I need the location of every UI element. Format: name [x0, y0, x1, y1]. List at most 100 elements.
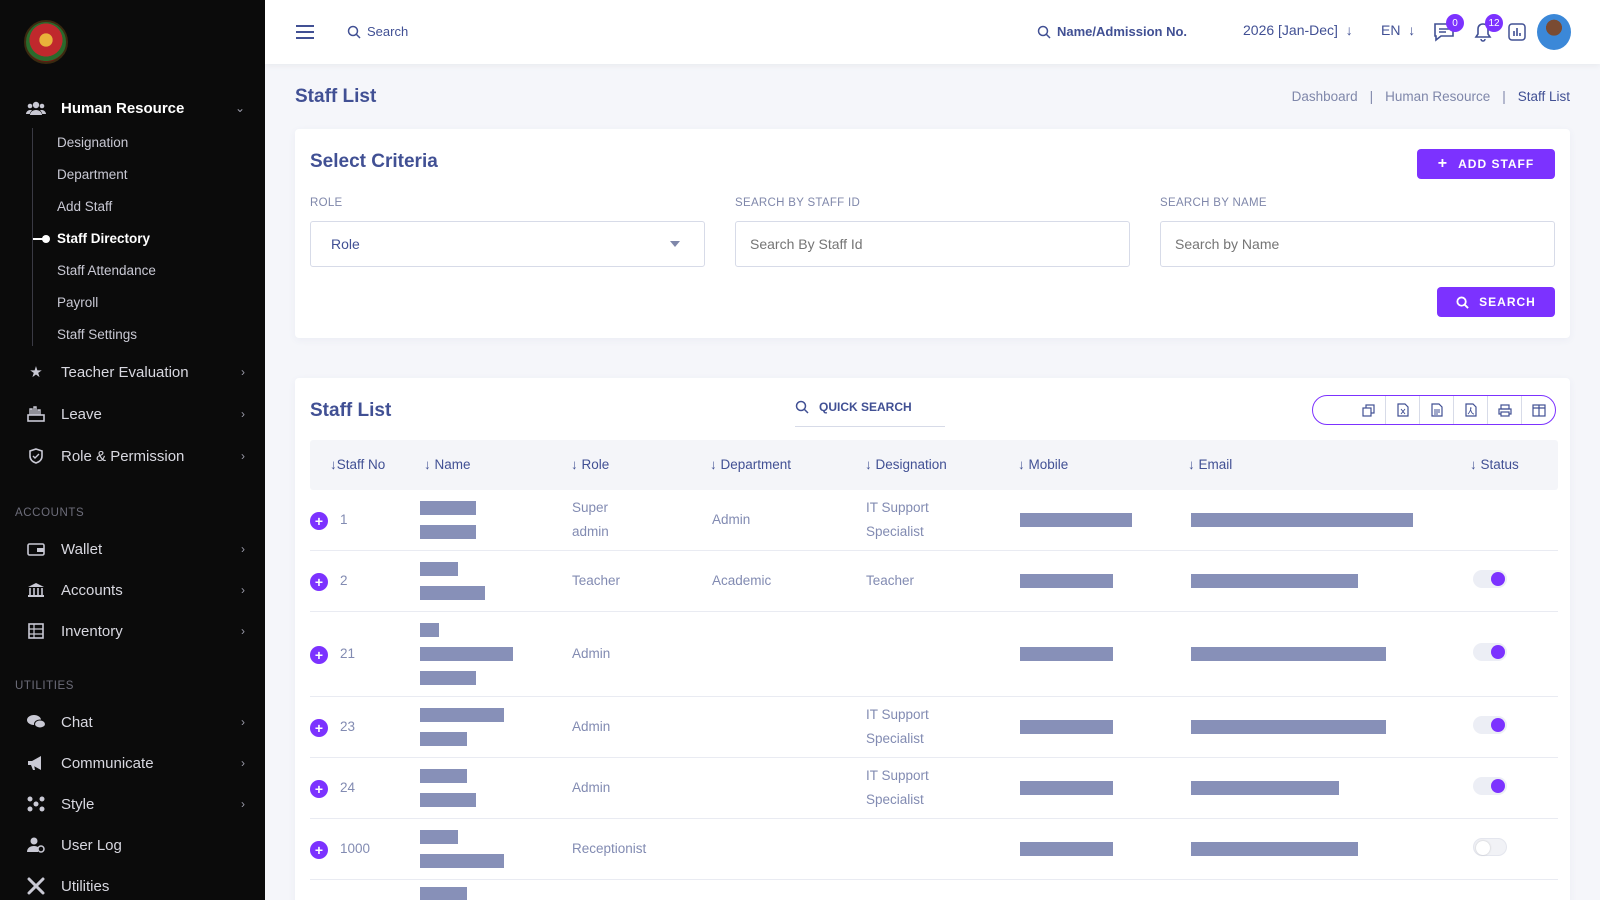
column-header-mobile[interactable]: ↓ Mobile: [1018, 457, 1069, 472]
sidebar-subitem-staff-settings[interactable]: Staff Settings: [57, 327, 138, 342]
sidebar-item-human-resource[interactable]: Human Resource ⌄: [0, 88, 265, 128]
global-search[interactable]: Search: [347, 24, 408, 39]
columns-icon: [1531, 403, 1546, 417]
shield-icon: [26, 446, 46, 466]
analytics-button[interactable]: [1505, 20, 1529, 44]
status-toggle[interactable]: [1473, 643, 1507, 661]
expand-row-button[interactable]: +: [310, 719, 328, 737]
role-cell: Teacher: [572, 573, 621, 588]
sidebar-item-accounts[interactable]: Accounts ›: [0, 570, 265, 610]
name-admission-search[interactable]: Name/Admission No.: [1037, 24, 1187, 39]
select-criteria-card: Select Criteria + ADD STAFF ROLE Role SE…: [295, 129, 1570, 338]
print-button[interactable]: [1487, 396, 1521, 424]
sidebar-subitem-designation[interactable]: Designation: [57, 135, 129, 150]
mobile-cell: [1020, 647, 1140, 671]
toggle-knob: [1491, 645, 1505, 659]
sidebar-item-style[interactable]: Style ›: [0, 784, 265, 824]
status-toggle[interactable]: [1473, 838, 1507, 856]
staff-no-cell: 1000: [340, 841, 371, 856]
school-logo[interactable]: [24, 20, 68, 64]
leave-icon: [26, 404, 46, 424]
sidebar-item-wallet[interactable]: Wallet ›: [0, 529, 265, 569]
sidebar-item-utilities[interactable]: Utilities: [0, 866, 265, 900]
sidebar-item-label: Utilities: [61, 877, 110, 895]
column-header-staff-no[interactable]: ↓Staff No: [330, 457, 386, 472]
name-label: SEARCH BY NAME: [1160, 197, 1267, 209]
academic-year-select[interactable]: 2026 [Jan-Dec] ↓: [1243, 22, 1353, 38]
sidebar-item-label: Style: [61, 795, 95, 813]
name-cell: [420, 623, 520, 695]
breadcrumb-human-resource[interactable]: Human Resource: [1385, 89, 1491, 104]
designation-cell: IT Support Specialist: [866, 500, 929, 539]
csv-export-button[interactable]: [1419, 396, 1453, 424]
designation-cell: IT Support Specialist: [866, 707, 929, 746]
language-value: EN: [1381, 22, 1401, 38]
sidebar-subitem-add-staff[interactable]: Add Staff: [57, 199, 113, 214]
file-text-icon: [1430, 403, 1443, 417]
status-toggle[interactable]: [1473, 716, 1507, 734]
role-cell: Super admin: [572, 500, 609, 539]
sidebar-subitem-payroll[interactable]: Payroll: [57, 295, 99, 310]
name-input[interactable]: [1160, 221, 1555, 267]
sidebar-item-role-permission[interactable]: Role & Permission ›: [0, 436, 265, 476]
column-header-department[interactable]: ↓ Department: [710, 457, 792, 472]
pdf-export-button[interactable]: [1453, 396, 1487, 424]
hamburger-menu-icon[interactable]: [296, 25, 314, 39]
search-button[interactable]: SEARCH: [1437, 287, 1555, 317]
toggle-knob: [1491, 572, 1505, 586]
column-header-role[interactable]: ↓ Role: [571, 457, 610, 472]
user-avatar[interactable]: [1537, 14, 1571, 50]
role-select[interactable]: Role: [310, 221, 705, 267]
pdf-file-icon: [1464, 403, 1477, 417]
expand-row-button[interactable]: +: [310, 646, 328, 664]
column-header-name[interactable]: ↓ Name: [424, 457, 471, 472]
sidebar-item-teacher-evaluation[interactable]: ★ Teacher Evaluation ›: [0, 352, 265, 392]
sidebar-item-label: Leave: [61, 405, 102, 423]
expand-row-button[interactable]: +: [310, 841, 328, 859]
expand-row-button[interactable]: +: [310, 512, 328, 530]
expand-row-button[interactable]: +: [310, 780, 328, 798]
column-visibility-button[interactable]: [1521, 396, 1555, 424]
sidebar-item-communicate[interactable]: Communicate ›: [0, 743, 265, 783]
chevron-right-icon: ›: [241, 715, 245, 729]
chevron-right-icon: ›: [241, 583, 245, 597]
sidebar-item-label: Chat: [61, 713, 93, 731]
status-toggle[interactable]: [1473, 777, 1507, 795]
status-toggle[interactable]: [1473, 570, 1507, 588]
add-staff-button[interactable]: + ADD STAFF: [1417, 149, 1555, 179]
top-bar: Search Name/Admission No. 2026 [Jan-Dec]…: [265, 0, 1600, 64]
excel-export-button[interactable]: [1385, 396, 1419, 424]
mobile-cell: [1020, 720, 1140, 744]
sidebar-subitem-department[interactable]: Department: [57, 167, 128, 182]
designation-cell: Teacher: [866, 573, 915, 588]
column-header-status[interactable]: ↓ Status: [1470, 457, 1519, 472]
table-row: + 24 Admin IT Support Specialist: [310, 758, 1558, 819]
messages-button[interactable]: 0: [1432, 14, 1464, 44]
table-row: + 23 Admin IT Support Specialist: [310, 697, 1558, 758]
search-icon: [347, 25, 361, 39]
global-search-label: Search: [367, 24, 409, 39]
sidebar-item-label: Accounts: [61, 581, 123, 599]
notifications-button[interactable]: 12: [1471, 14, 1503, 44]
role-cell: Admin: [572, 719, 611, 734]
sidebar-item-leave[interactable]: Leave ›: [0, 394, 265, 434]
language-select[interactable]: EN ↓: [1381, 22, 1415, 38]
staff-no-cell: 23: [340, 719, 356, 734]
sidebar-subitem-staff-attendance[interactable]: Staff Attendance: [57, 263, 156, 278]
sidebar-item-user-log[interactable]: User Log: [0, 825, 265, 865]
sidebar-item-chat[interactable]: Chat ›: [0, 702, 265, 742]
quick-search-input[interactable]: QUICK SEARCH: [795, 387, 945, 427]
sidebar-subitem-staff-directory[interactable]: Staff Directory: [57, 231, 151, 246]
staff-no-cell: 2: [340, 573, 348, 588]
table-row: + 1000 Receptionist: [310, 819, 1558, 880]
column-header-designation[interactable]: ↓ Designation: [865, 457, 947, 472]
copy-button[interactable]: [1351, 396, 1385, 424]
sidebar-item-inventory[interactable]: Inventory ›: [0, 611, 265, 651]
staff-id-input[interactable]: [735, 221, 1130, 267]
column-header-email[interactable]: ↓ Email: [1188, 457, 1233, 472]
messages-count-badge: 0: [1446, 14, 1464, 32]
expand-row-button[interactable]: +: [310, 573, 328, 591]
plus-icon: +: [1437, 155, 1449, 172]
breadcrumb-dashboard[interactable]: Dashboard: [1291, 89, 1358, 104]
name-cell: [420, 708, 520, 756]
